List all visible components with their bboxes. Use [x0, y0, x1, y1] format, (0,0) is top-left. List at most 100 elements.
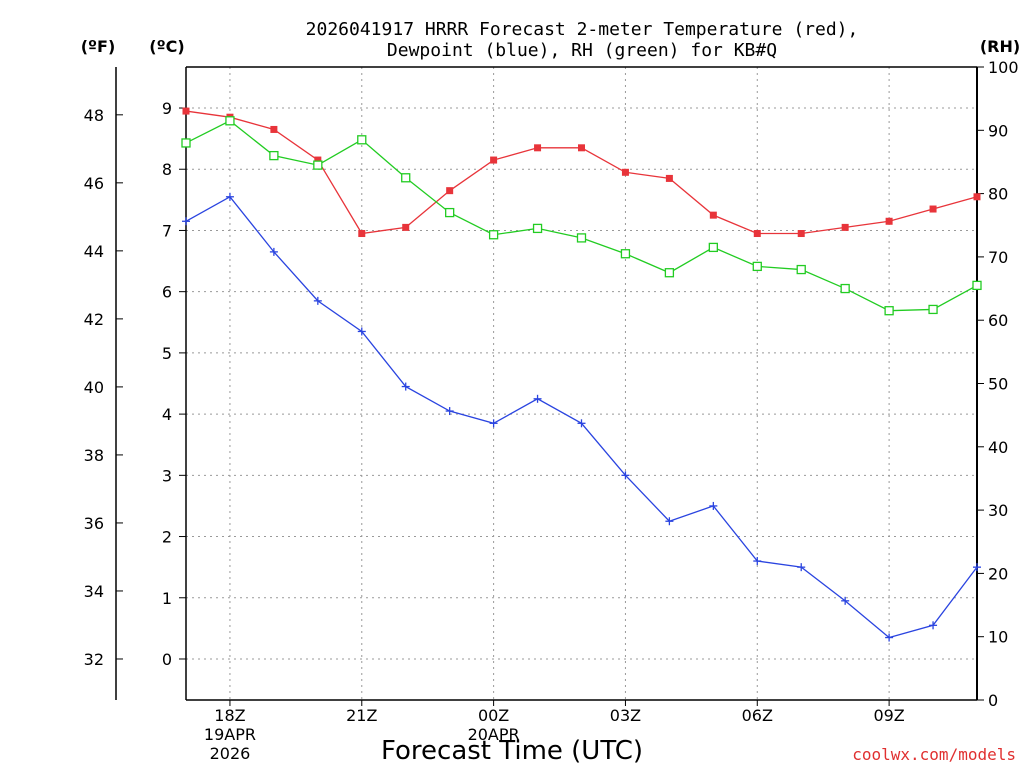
rh-point: [313, 160, 323, 170]
fahrenheit-tick-label: 34: [84, 582, 104, 601]
celsius-unit-label: (ºC): [149, 37, 184, 56]
dewpoint-point: [401, 382, 410, 391]
rh-point: [225, 116, 235, 126]
rh-point: [576, 233, 587, 243]
temperature-point: [358, 230, 366, 238]
dewpoint-point: [225, 192, 234, 201]
temperature-point: [973, 193, 981, 201]
dewpoint-point: [885, 633, 894, 642]
rh-point: [181, 138, 191, 148]
rh-tick-label: 60: [988, 311, 1008, 330]
rh-tick-label: 0: [988, 691, 998, 710]
series-group: [181, 107, 982, 642]
temperature-point: [578, 144, 585, 152]
celsius-tick-label: 2: [162, 528, 172, 547]
dewpoint-point: [753, 557, 762, 566]
chart-title-line2: Dewpoint (blue), RH (green) for KB#Q: [387, 40, 777, 61]
celsius-tick-label: 3: [162, 466, 172, 485]
dewpoint-point: [182, 217, 190, 226]
dewpoint-point: [841, 596, 850, 605]
watermark: coolwx.com/models: [852, 745, 1016, 764]
rh-point: [269, 150, 279, 161]
x-tick-label: 03Z: [610, 706, 641, 725]
rh-point: [840, 283, 850, 294]
rh-point: [972, 280, 982, 291]
fahrenheit-tick-label: 40: [84, 378, 104, 397]
fahrenheit-tick-label: 48: [84, 106, 104, 125]
temperature-point: [490, 156, 498, 164]
celsius-tick-label: 8: [162, 160, 172, 179]
rh-tick-label: 80: [988, 185, 1008, 204]
dewpoint-point: [929, 621, 938, 630]
dewpoint-point: [357, 327, 366, 336]
temperature-point: [665, 174, 673, 182]
rh-point: [884, 306, 894, 316]
temperature-point: [753, 230, 761, 238]
rh-point: [357, 135, 367, 145]
x-tick-label: 09Z: [873, 706, 904, 725]
rh-tick-label: 100: [988, 58, 1019, 77]
temperature-point: [841, 223, 849, 231]
dewpoint-point: [665, 517, 674, 526]
rh-tick-label: 20: [988, 564, 1008, 583]
temperature-point: [182, 107, 190, 115]
temperature-point: [929, 205, 937, 213]
temperature-point: [402, 223, 410, 231]
celsius-tick-label: 1: [162, 589, 172, 608]
rh-point: [620, 249, 631, 259]
rh-unit-label: (RH): [980, 37, 1020, 56]
temperature-point: [270, 125, 278, 133]
temperature-point: [314, 156, 322, 164]
fahrenheit-unit-label: (ºF): [81, 37, 116, 56]
rh-point: [401, 173, 411, 183]
rh-point: [532, 223, 543, 234]
celsius-tick-label: 7: [162, 221, 172, 240]
rh-point: [488, 230, 499, 240]
rh-point: [928, 304, 938, 315]
celsius-tick-label: 0: [162, 650, 172, 669]
dewpoint-point: [577, 419, 586, 428]
x-tick-label: 06Z: [742, 706, 773, 725]
rh-point: [752, 261, 762, 272]
dewpoint-point: [533, 394, 542, 403]
temperature-point: [797, 230, 805, 238]
rh-tick-label: 70: [988, 248, 1008, 267]
rh-tick-label: 30: [988, 501, 1008, 520]
fahrenheit-tick-label: 32: [84, 650, 104, 669]
dewpoint-point: [489, 419, 498, 428]
dewpoint-point: [797, 563, 806, 572]
rh-tick-label: 40: [988, 438, 1008, 457]
x-tick-label: 2026: [210, 744, 251, 763]
dewpoint-point: [269, 247, 278, 256]
temperature-point: [621, 168, 629, 176]
chart-title-line1: 2026041917 HRRR Forecast 2-meter Tempera…: [306, 19, 859, 40]
dewpoint-point: [313, 296, 322, 305]
dewpoint-point: [621, 471, 630, 480]
fahrenheit-tick-label: 46: [84, 174, 104, 193]
rh-tick-label: 90: [988, 121, 1008, 140]
rh-point: [445, 207, 455, 218]
celsius-tick-label: 9: [162, 99, 172, 118]
temperature-point: [709, 211, 717, 219]
fahrenheit-tick-label: 42: [84, 310, 104, 329]
fahrenheit-tick-label: 38: [84, 446, 104, 465]
temperature-point: [534, 144, 542, 152]
rh-point: [664, 268, 675, 278]
x-tick-label: 00Z: [478, 706, 509, 725]
temperature-point: [885, 217, 893, 225]
dewpoint-point: [973, 563, 981, 572]
rh-point: [796, 264, 806, 275]
dewpoint-point: [709, 501, 718, 510]
dewpoint-point: [445, 407, 454, 416]
celsius-tick-label: 6: [162, 283, 172, 302]
x-tick-label: 19APR: [204, 725, 256, 744]
rh-tick-label: 10: [988, 628, 1008, 647]
celsius-tick-label: 5: [162, 344, 172, 363]
rh-point: [708, 242, 718, 253]
series-line-temperature: [185, 110, 978, 235]
x-tick-label: 18Z: [214, 706, 245, 725]
x-tick-label: 21Z: [346, 706, 377, 725]
rh-tick-label: 50: [988, 375, 1008, 394]
temperature-point: [446, 187, 454, 195]
